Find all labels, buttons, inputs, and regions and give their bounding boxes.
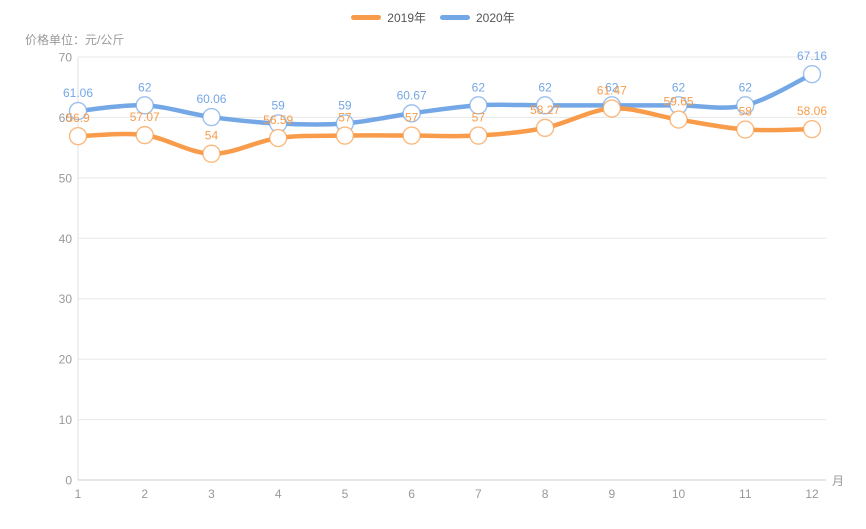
data-point-2020年-3[interactable]: [202, 107, 221, 127]
data-point-2019年-5[interactable]: [335, 126, 355, 145]
data-label-2019年-12: 58.06: [797, 104, 827, 118]
data-label-2019年-3: 54: [205, 129, 219, 143]
x-tick-label: 7: [475, 487, 482, 501]
data-label-2019年-1: 56.9: [66, 111, 90, 125]
data-label-2020年-1: 61.06: [63, 86, 93, 100]
data-point-2019年-10[interactable]: [669, 110, 688, 129]
legend-item-2019年[interactable]: 2019年: [351, 9, 426, 26]
data-label-2019年-10: 59.65: [664, 95, 694, 109]
data-label-2020年-7: 62: [472, 80, 486, 94]
data-point-2020年-7[interactable]: [469, 96, 488, 115]
x-tick-label: 12: [805, 487, 819, 501]
data-point-2019年-11[interactable]: [736, 120, 755, 139]
data-point-2019年-4[interactable]: [268, 128, 288, 148]
data-point-2020年-12[interactable]: [802, 64, 822, 84]
data-point-2019年-8[interactable]: [535, 118, 555, 138]
legend: 2019年 2020年: [0, 7, 866, 27]
data-point-2019年-3[interactable]: [202, 144, 221, 163]
data-point-2019年-7[interactable]: [469, 126, 488, 145]
data-label-2020年-8: 62: [538, 80, 552, 94]
y-tick-label: 30: [59, 292, 73, 306]
data-point-2020年-1[interactable]: [68, 101, 88, 121]
x-tick-label: 9: [608, 487, 615, 501]
data-label-2020年-4: 59: [272, 98, 286, 112]
y-tick-label: 10: [59, 413, 73, 427]
legend-label: 2019年: [387, 10, 426, 25]
data-label-2020年-10: 62: [672, 80, 686, 94]
x-tick-label: 2: [141, 487, 148, 501]
x-tick-label: 10: [672, 487, 686, 501]
data-point-2020年-8[interactable]: [535, 96, 555, 115]
y-tick-label: 60: [59, 111, 73, 125]
data-label-2020年-9: 62: [605, 80, 619, 94]
legend-item-2020年[interactable]: 2020年: [440, 9, 515, 26]
data-point-2020年-6[interactable]: [402, 104, 421, 123]
y-axis-title: 价格单位：元/公斤: [25, 33, 125, 47]
series-line-2019年: [75, 106, 815, 156]
x-axis-unit: 月: [832, 474, 844, 488]
data-label-2019年-7: 57: [472, 111, 486, 125]
data-label-2020年-2: 62: [138, 80, 152, 94]
data-label-2019年-8: 58.27: [530, 103, 560, 117]
x-tick-label: 5: [342, 487, 349, 501]
x-tick-label: 6: [408, 487, 415, 501]
data-label-2020年-11: 62: [739, 80, 753, 94]
y-tick-label: 50: [59, 171, 73, 185]
data-label-2019年-11: 58: [739, 105, 753, 119]
legend-swatch: [440, 14, 470, 20]
data-point-2019年-12[interactable]: [802, 119, 822, 139]
data-point-2020年-11[interactable]: [736, 96, 755, 115]
y-tick-label: 40: [59, 232, 73, 246]
y-tick-label: 20: [59, 353, 73, 367]
data-label-2020年-3: 60.06: [196, 92, 226, 106]
x-tick-label: 3: [208, 487, 215, 501]
data-point-2019年-1[interactable]: [68, 126, 88, 146]
x-tick-label: 4: [275, 487, 282, 501]
data-label-2020年-12: 67.16: [797, 49, 827, 63]
y-tick-label: 0: [65, 474, 72, 488]
data-point-2020年-2[interactable]: [135, 96, 154, 115]
x-tick-label: 1: [75, 487, 82, 501]
data-label-2019年-9: 61.47: [597, 84, 627, 98]
data-label-2019年-4: 56.59: [263, 113, 293, 127]
data-point-2019年-6[interactable]: [402, 126, 421, 145]
data-label-2020年-6: 60.67: [397, 88, 427, 102]
legend-label: 2020年: [476, 10, 515, 25]
legend-swatch: [351, 14, 382, 20]
y-tick-label: 70: [59, 51, 73, 65]
data-point-2019年-9[interactable]: [602, 99, 622, 118]
data-label-2019年-5: 57: [338, 111, 352, 125]
data-point-2019年-2[interactable]: [135, 125, 154, 145]
x-tick-label: 8: [542, 487, 549, 501]
data-label-2020年-5: 59: [338, 98, 352, 112]
data-label-2019年-6: 57: [405, 111, 419, 125]
x-tick-label: 11: [739, 487, 752, 501]
data-label-2019年-2: 57.07: [130, 110, 160, 124]
